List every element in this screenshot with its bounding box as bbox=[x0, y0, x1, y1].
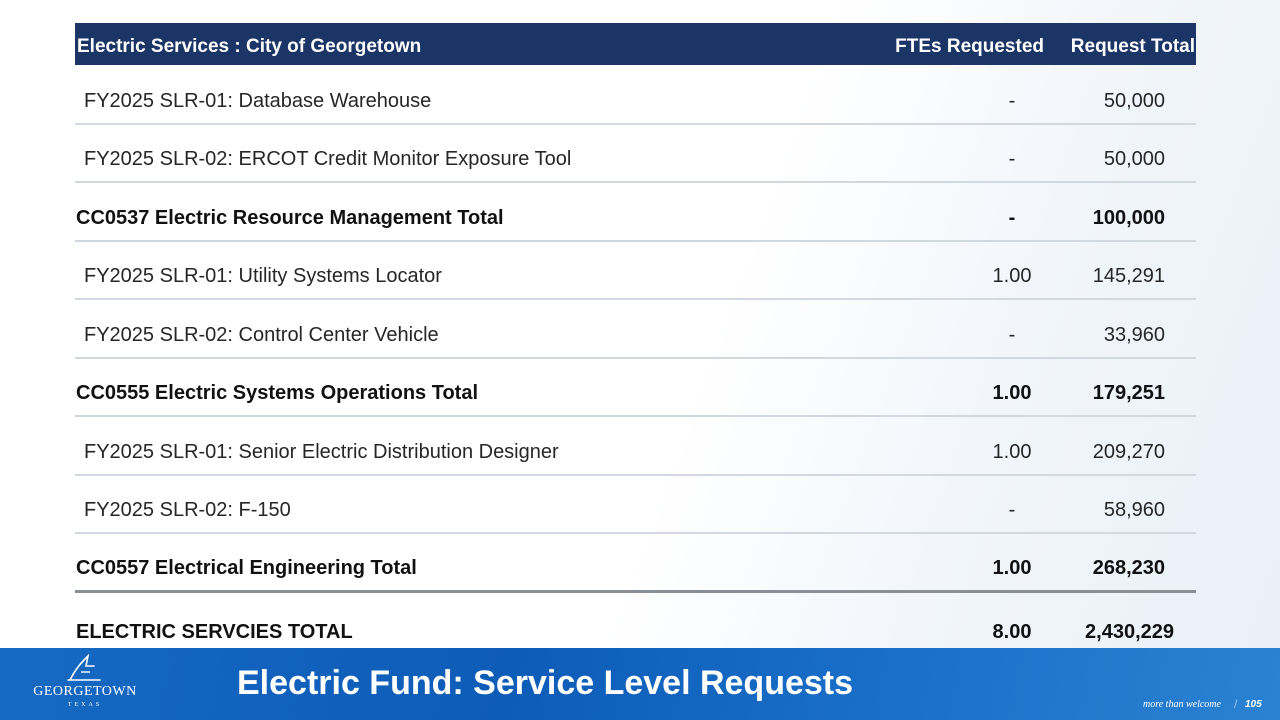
logo-name: GEORGETOWN bbox=[33, 684, 137, 699]
page-number: 105 bbox=[1245, 699, 1262, 710]
grand-total-name: ELECTRIC SERVCIES TOTAL bbox=[75, 591, 816, 652]
row-fte: 1.00 bbox=[992, 440, 1032, 463]
subtotal-total: 179,251 bbox=[1052, 357, 1196, 417]
table-header-row: Electric Services : City of Georgetown F… bbox=[75, 23, 1196, 65]
georgetown-star-icon bbox=[67, 654, 101, 681]
row-name: FY2025 SLR-01: Utility Systems Locator bbox=[75, 240, 816, 300]
grand-total-amount: 2,430,229 bbox=[1052, 591, 1196, 652]
row-name: FY2025 SLR-02: Control Center Vehicle bbox=[75, 299, 816, 359]
subtotal-total: 100,000 bbox=[1052, 182, 1196, 242]
divider-slash: / bbox=[1234, 697, 1238, 711]
row-fte: - bbox=[1008, 148, 1016, 170]
row-name: FY2025 SLR-02: F-150 bbox=[75, 474, 816, 534]
row-name: FY2025 SLR-02: ERCOT Credit Monitor Expo… bbox=[75, 123, 816, 183]
tagline: more than welcome bbox=[1143, 699, 1221, 710]
subtotal-name: CC0537 Electric Resource Management Tota… bbox=[75, 182, 816, 242]
georgetown-logo: GEORGETOWN TEXAS bbox=[30, 654, 140, 714]
subtotal-fte: - bbox=[1008, 206, 1016, 229]
header-department: Electric Services : City of Georgetown bbox=[77, 36, 422, 57]
service-requests-table-container: Electric Services : City of Georgetown F… bbox=[75, 23, 1196, 652]
table-row: FY2025 SLR-02: Control Center Vehicle - … bbox=[75, 299, 1196, 359]
subtotal-total: 268,230 bbox=[1052, 533, 1196, 593]
table-row: FY2025 SLR-02: F-150 - 58,960 bbox=[75, 474, 1196, 534]
row-fte: - bbox=[1008, 323, 1016, 346]
row-total: 58,960 bbox=[1052, 474, 1196, 534]
row-total: 50,000 bbox=[1052, 65, 1196, 125]
row-fte: 1.00 bbox=[992, 265, 1032, 287]
row-total: 209,270 bbox=[1052, 416, 1196, 476]
row-total: 145,291 bbox=[1052, 240, 1196, 300]
table-row: FY2025 SLR-01: Database Warehouse - 50,0… bbox=[75, 65, 1196, 125]
row-name: FY2025 SLR-01: Senior Electric Distribut… bbox=[75, 416, 816, 476]
row-fte: - bbox=[1008, 89, 1016, 112]
table-row: FY2025 SLR-01: Utility Systems Locator 1… bbox=[75, 240, 1196, 300]
grand-total-fte: 8.00 bbox=[992, 620, 1032, 643]
logo-sub: TEXAS bbox=[67, 702, 103, 708]
service-requests-table: Electric Services : City of Georgetown F… bbox=[75, 23, 1196, 652]
subtotal-fte: 1.00 bbox=[992, 382, 1032, 404]
row-name: FY2025 SLR-01: Database Warehouse bbox=[75, 65, 816, 125]
subtotal-name: CC0557 Electrical Engineering Total bbox=[75, 533, 816, 593]
table-row: FY2025 SLR-01: Senior Electric Distribut… bbox=[75, 416, 1196, 476]
row-fte: - bbox=[1008, 499, 1016, 521]
footer-bar bbox=[0, 648, 1280, 720]
subtotal-row: CC0555 Electric Systems Operations Total… bbox=[75, 357, 1196, 417]
subtotal-fte: 1.00 bbox=[992, 557, 1032, 579]
slide-title: Electric Fund: Service Level Requests bbox=[237, 664, 854, 702]
subtotal-row: CC0557 Electrical Engineering Total 1.00… bbox=[75, 533, 1196, 593]
subtotal-row: CC0537 Electric Resource Management Tota… bbox=[75, 182, 1196, 242]
header-request-total: Request Total bbox=[1070, 36, 1195, 57]
row-total: 33,960 bbox=[1052, 299, 1196, 359]
row-total: 50,000 bbox=[1052, 123, 1196, 183]
subtotal-name: CC0555 Electric Systems Operations Total bbox=[75, 357, 816, 417]
header-ftes-requested: FTEs Requested bbox=[895, 36, 1044, 57]
grand-total-row: ELECTRIC SERVCIES TOTAL 8.00 2,430,229 bbox=[75, 591, 1196, 652]
table-row: FY2025 SLR-02: ERCOT Credit Monitor Expo… bbox=[75, 123, 1196, 183]
